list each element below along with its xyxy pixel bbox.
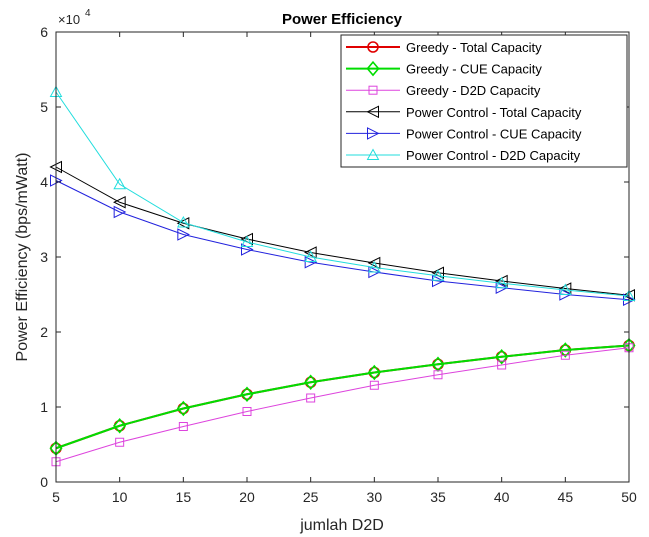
data-point — [495, 349, 509, 365]
x-tick-label: 15 — [176, 489, 192, 505]
legend-item-2: Greedy - D2D Capacity — [346, 83, 541, 98]
data-point — [113, 418, 127, 434]
y-tick-label: 3 — [40, 249, 48, 265]
x-tick-label: 10 — [112, 489, 128, 505]
data-point — [558, 342, 572, 358]
series-4 — [50, 174, 636, 307]
series-line — [55, 344, 630, 450]
x-tick-label: 25 — [303, 489, 319, 505]
legend-label: Power Control - D2D Capacity — [406, 148, 581, 163]
legend-swatch-marker — [367, 127, 380, 140]
data-point — [367, 256, 381, 270]
data-point — [367, 260, 381, 273]
data-point — [433, 370, 443, 380]
x-tick-label: 20 — [239, 489, 255, 505]
data-point — [367, 364, 381, 381]
y-exponent-power: 4 — [85, 8, 91, 19]
x-tick-label: 35 — [430, 489, 446, 505]
data-point — [304, 246, 317, 259]
data-point — [113, 205, 127, 219]
data-point — [113, 177, 127, 190]
legend-label: Greedy - D2D Capacity — [406, 83, 541, 98]
legend-swatch-marker — [368, 85, 378, 95]
data-point — [304, 255, 318, 269]
legend-item-0: Greedy - Total Capacity — [346, 40, 542, 55]
data-point — [176, 215, 190, 228]
legend-swatch-marker — [366, 148, 380, 160]
legend-label: Greedy - CUE Capacity — [406, 62, 542, 77]
data-point — [369, 380, 379, 390]
data-point — [432, 274, 445, 288]
legend-item-3: Power Control - Total Capacity — [346, 105, 582, 120]
data-point — [560, 350, 570, 360]
x-tick-label: 50 — [621, 489, 637, 505]
data-point — [306, 393, 316, 403]
data-point — [115, 437, 125, 447]
data-point — [177, 228, 190, 241]
data-point — [495, 276, 509, 289]
series-layer — [49, 85, 636, 467]
y-exponent-base: ×10 — [58, 12, 80, 27]
legend-swatch-marker — [366, 60, 380, 77]
series-line — [55, 180, 630, 301]
legend-item-4: Power Control - CUE Capacity — [346, 126, 582, 141]
y-tick-label: 5 — [40, 99, 48, 115]
data-point — [113, 195, 126, 209]
legend-swatch-marker — [366, 105, 379, 119]
y-axis-label: Power Efficiency (bps/mWatt) — [14, 153, 31, 362]
series-line — [55, 347, 630, 463]
data-point — [178, 422, 188, 431]
data-point — [431, 269, 445, 281]
x-axis-label: jumlah D2D — [299, 517, 384, 534]
data-point — [304, 250, 318, 262]
series-5 — [49, 85, 636, 301]
series-line — [55, 91, 630, 297]
legend-item-5: Power Control - D2D Capacity — [346, 148, 581, 163]
data-point — [240, 235, 254, 247]
data-point — [497, 360, 507, 370]
y-exponent-label: ×10 4 — [58, 8, 91, 27]
legend: Greedy - Total Capacity Greedy - CUE Capa… — [340, 34, 628, 168]
legend-label: Power Control - Total Capacity — [406, 105, 582, 120]
y-tick-label: 0 — [40, 474, 48, 490]
legend-label: Greedy - Total Capacity — [406, 40, 542, 55]
y-tick-label: 4 — [40, 174, 48, 190]
data-point — [176, 400, 190, 417]
data-point — [242, 407, 252, 416]
legend-label: Power Control - CUE Capacity — [406, 126, 582, 141]
y-tick-label: 1 — [40, 399, 48, 415]
legend-swatch-marker — [367, 41, 379, 53]
y-tick-label: 6 — [40, 24, 48, 40]
data-point — [304, 374, 318, 390]
y-tick-label: 2 — [40, 324, 48, 340]
series-line — [55, 166, 630, 296]
x-tick-label: 45 — [558, 489, 574, 505]
data-point — [240, 386, 254, 402]
data-point — [176, 216, 190, 230]
data-point — [558, 283, 572, 295]
x-tick-label: 30 — [367, 489, 383, 505]
chart-title: Power Efficiency — [282, 11, 403, 28]
legend-item-1: Greedy - CUE Capacity — [346, 60, 542, 77]
x-tick-label: 5 — [52, 489, 60, 505]
legend-box — [340, 34, 628, 168]
x-tick-label: 40 — [494, 489, 510, 505]
